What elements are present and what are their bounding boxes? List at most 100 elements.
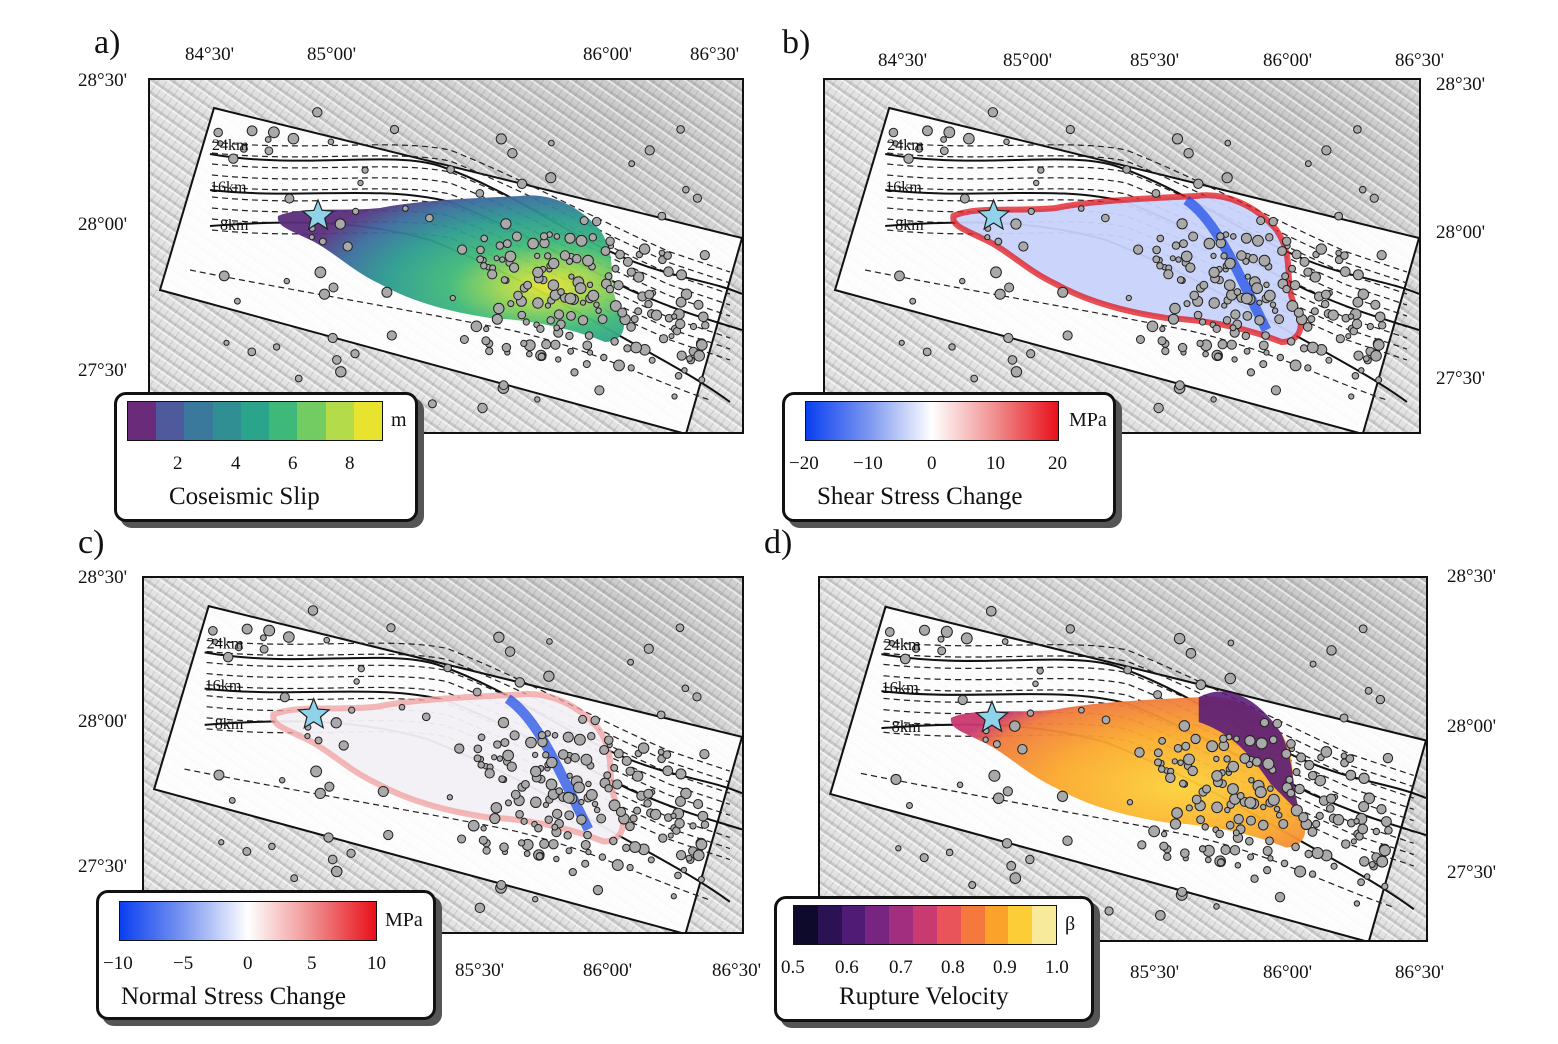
aftershock-marker [1185,647,1197,659]
hypocenter-star [974,699,1010,733]
aftershock-marker [628,160,636,168]
aftershock-marker [1174,380,1185,391]
aftershock-marker [473,754,482,763]
aftershock-marker [562,731,574,743]
aftershock-marker [701,321,710,330]
aftershock-marker [1126,799,1134,806]
aftershock-marker [1293,307,1304,318]
aftershock-marker [1353,125,1362,134]
aftershock-marker [919,853,929,863]
colorbar-swatch [156,402,185,440]
aftershock-marker [228,797,236,804]
aftershock-marker [328,282,339,293]
aftershock-marker [1307,826,1318,837]
colorbar-swatch [1032,906,1056,944]
aftershock-marker [990,266,1002,279]
aftershock-marker [1241,331,1251,341]
depth-label: 8km [220,217,249,234]
aftershock-marker [454,743,465,754]
aftershock-marker [1190,733,1201,745]
aftershock-marker [565,331,574,341]
aftershock-marker [899,653,911,665]
aftershock-marker [352,207,360,215]
aftershock-marker [1204,856,1212,864]
aftershock-marker [681,684,690,693]
aftershock-marker [1291,249,1302,260]
aftershock-marker [648,356,656,364]
panel-c-lon-label-3: 86°30' [712,960,762,981]
aftershock-marker [1304,849,1313,859]
aftershock-marker [544,302,551,309]
aftershock-marker [584,331,594,340]
aftershock-marker [228,153,239,164]
aftershock-marker [693,350,706,362]
aftershock-marker [1026,709,1035,717]
aftershock-marker [353,678,360,685]
aftershock-marker [539,838,550,849]
aftershock-marker [613,748,624,759]
aftershock-marker [1176,276,1185,284]
aftershock-marker [1357,288,1370,300]
aftershock-marker [647,856,655,864]
aftershock-marker [1348,393,1355,400]
aftershock-marker [1254,315,1265,326]
aftershock-marker [357,665,365,673]
aftershock-marker [1171,758,1178,765]
aftershock-marker [670,893,677,900]
aftershock-marker [1227,783,1239,795]
aftershock-marker [1285,775,1294,784]
aftershock-marker [600,246,611,256]
aftershock-marker [449,294,456,302]
aftershock-marker [1335,249,1342,257]
aftershock-marker [610,763,619,772]
aftershock-marker [457,834,467,844]
aftershock-marker [1177,342,1188,353]
aftershock-marker [918,624,931,636]
aftershock-marker [516,178,528,190]
aftershock-marker [482,846,491,855]
aftershock-marker [613,359,625,372]
panel-c-unit: MPa [385,909,423,931]
aftershock-marker [894,270,905,282]
aftershock-marker [689,822,697,830]
aftershock-marker [615,806,627,817]
aftershock-marker [596,813,607,824]
aftershock-marker [1104,906,1114,916]
aftershock-marker [1176,218,1188,230]
aftershock-marker [1236,792,1245,800]
aftershock-marker [502,239,512,249]
hypocenter-star [976,198,1011,231]
depth-contour [206,650,731,783]
aftershock-marker [629,814,638,823]
aftershock-marker [348,706,356,714]
aftershock-marker [1247,853,1255,861]
aftershock-marker [1198,318,1207,326]
aftershock-marker [909,297,917,305]
aftershock-marker [377,785,389,798]
aftershock-marker [1259,360,1268,369]
aftershock-marker [1175,256,1182,263]
aftershock-marker [1312,819,1321,829]
aftershock-marker [994,237,1003,246]
stress-rim [270,690,626,845]
aftershock-marker [1133,244,1144,255]
aftershock-marker [656,710,666,720]
aftershock-marker [1268,735,1278,745]
aftershock-marker [1254,786,1267,799]
aftershock-marker [611,859,624,871]
aftershock-marker [246,125,258,137]
aftershock-marker [567,347,575,355]
aftershock-marker [1294,783,1305,795]
aftershock-marker [213,769,225,781]
aftershock-marker [1101,213,1110,223]
panel-b-colorbar [805,401,1059,441]
aftershock-marker [1239,753,1251,764]
aftershock-marker [1282,284,1291,294]
aftershock-marker [398,703,406,711]
aftershock-marker [1339,713,1349,723]
aftershock-marker [604,784,613,793]
aftershock-marker [1195,679,1207,691]
aftershock-marker [304,732,311,740]
aftershock-marker [534,252,541,259]
aftershock-marker [568,273,575,280]
